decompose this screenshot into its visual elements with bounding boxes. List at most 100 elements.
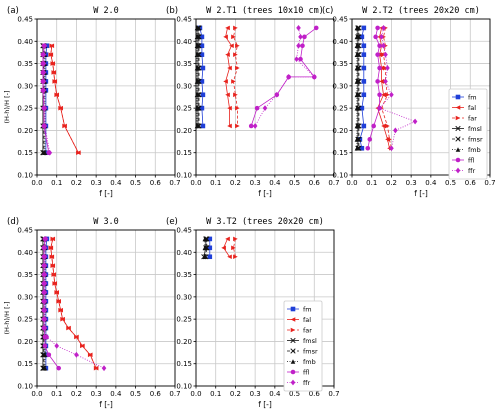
x-tick-label: 0.4 (425, 179, 437, 187)
data-point-ffr (41, 69, 47, 76)
data-point-fm (361, 79, 367, 84)
data-point-far (80, 343, 85, 349)
series-line-far (381, 27, 392, 149)
data-point-far (48, 245, 54, 251)
chart-title: W 3.T2 (trees 20x20 cm) (206, 217, 324, 227)
data-point-far (49, 254, 55, 260)
y-tick-label: 0.35 (17, 271, 33, 279)
legend-label-ffr: ffr (303, 379, 310, 387)
y-tick-label: 0.15 (332, 149, 348, 157)
data-point-fal (225, 92, 230, 98)
data-point-far (231, 245, 236, 251)
data-point-fm (361, 25, 367, 31)
data-point-fm (207, 245, 213, 251)
data-point-far (49, 43, 55, 49)
x-tick-label: 0.0 (190, 390, 201, 398)
legend: fm fal far fmsl fmsr fmb ffl ffr (283, 300, 323, 392)
data-point-fm (197, 25, 203, 31)
legend-label-fal: fal (303, 316, 311, 324)
data-point-ffr (42, 123, 48, 129)
data-point-ffr (44, 334, 50, 340)
chart-title: W 2.T1 (trees 10x10 cm) (206, 6, 324, 16)
y-tick-label: 0.20 (17, 338, 33, 346)
data-point-fmb (354, 43, 360, 49)
legend-marker-fmsr (290, 348, 296, 354)
series-group (40, 236, 107, 372)
y-tick-label: 0.30 (176, 293, 192, 301)
chart-panel-4: 0.0 0.1 0.2 0.3 0.4 0.5 0.6 0.7 0.10 0.15 0.20 0.25… (3, 217, 181, 409)
data-point-fmb (354, 145, 360, 151)
data-point-fm (357, 137, 363, 142)
data-point-fal (227, 123, 232, 129)
y-tick-label: 0.25 (176, 316, 192, 324)
data-point-far (385, 123, 390, 129)
x-tick-label: 0.2 (71, 390, 82, 398)
data-point-ffr (298, 33, 303, 40)
y-tick-label: 0.35 (176, 60, 192, 68)
data-point-fal (223, 79, 228, 84)
data-point-far (76, 150, 81, 156)
data-point-fmb (194, 92, 200, 98)
x-tick-label: 0.4 (269, 390, 281, 398)
data-point-far (233, 52, 238, 57)
legend-marker-ffl (455, 157, 461, 163)
legend-marker-fm (455, 94, 461, 100)
data-point-far (51, 70, 57, 75)
legend-marker-ffr (455, 167, 461, 174)
x-axis-label: f [-] (258, 400, 272, 409)
legend-marker-fmsr (455, 136, 461, 142)
plot-frame (36, 18, 176, 176)
data-point-ffr (42, 307, 48, 314)
data-point-far (52, 281, 58, 286)
data-point-ffr (54, 342, 60, 349)
data-point-ffr (42, 105, 48, 112)
data-point-fmb (194, 52, 200, 57)
data-point-fmb (194, 105, 200, 111)
y-tick-label: 0.15 (176, 149, 192, 157)
data-point-ffl (46, 352, 52, 358)
legend-marker-fm (290, 306, 296, 312)
data-point-fal (225, 236, 230, 242)
data-point-fmb (42, 352, 48, 358)
data-point-fmb (354, 65, 360, 71)
data-point-ffl (300, 43, 305, 49)
x-tick-label: 0.2 (71, 179, 82, 187)
data-point-fal (229, 43, 234, 49)
data-point-fm (359, 145, 365, 151)
data-point-fm (361, 52, 367, 57)
data-point-ffr (385, 65, 390, 71)
data-point-ffl (313, 25, 319, 31)
data-point-fm (207, 236, 213, 242)
data-point-far (233, 254, 238, 260)
series-line-far (50, 238, 97, 369)
data-point-far (93, 365, 99, 371)
y-tick-label: 0.30 (332, 82, 348, 90)
data-point-fmb (194, 43, 200, 49)
x-tick-label: 0.3 (250, 179, 261, 187)
data-point-ffr (42, 280, 48, 287)
x-tick-label: 0.7 (484, 179, 495, 187)
data-point-ffl (56, 365, 61, 371)
x-tick-label: 0.2 (230, 179, 241, 187)
data-point-ffr (311, 74, 317, 80)
data-point-far (56, 299, 61, 304)
chart-title: W 3.0 (93, 217, 119, 227)
data-point-ffr (393, 127, 398, 134)
data-point-ffl (365, 145, 371, 151)
data-point-fmb (194, 79, 200, 84)
y-tick-label: 0.10 (332, 172, 348, 180)
data-point-ffl (42, 343, 48, 349)
data-point-ffr (262, 105, 268, 112)
legend-marker-fal (290, 317, 296, 322)
x-tick-label: 0.7 (169, 390, 180, 398)
y-tick-label: 0.40 (176, 249, 192, 257)
data-point-fm (200, 65, 206, 71)
legend-label-ffr: ffr (468, 167, 475, 175)
series-group (194, 25, 319, 129)
data-point-ffr (286, 74, 291, 80)
data-point-fmb (354, 25, 360, 31)
plot-frame (195, 229, 335, 387)
data-point-fal (381, 123, 386, 129)
data-point-fal (225, 52, 230, 57)
